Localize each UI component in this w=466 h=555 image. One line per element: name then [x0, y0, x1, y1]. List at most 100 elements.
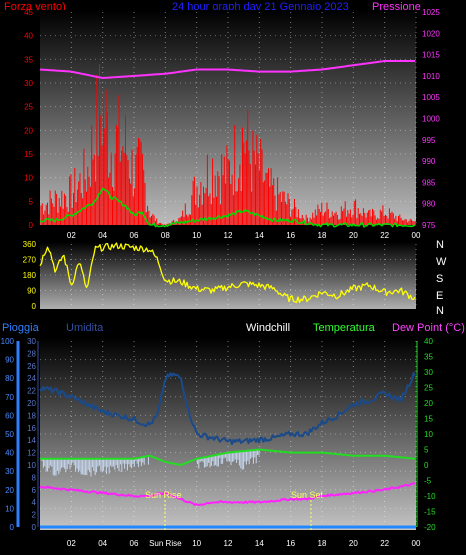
climate-xtick-label: 02 [67, 539, 76, 548]
climate-xtick-label: 10 [192, 539, 201, 548]
humidity-ytick-label: 24 [27, 374, 36, 383]
pressure-ytick-label: 1005 [422, 93, 440, 102]
climate-xtick-label: Sun Rise [149, 539, 182, 548]
temperature-line [40, 448, 416, 466]
wind-xtick-label: 20 [349, 231, 358, 240]
temperature-label: Temperatura [313, 322, 376, 334]
pressure-ytick-label: 1015 [422, 51, 440, 60]
temp-ytick-label: 40 [424, 337, 433, 346]
temp-ytick-label: -15 [424, 508, 436, 517]
wind-ytick-label: 45 [24, 8, 33, 17]
wind-direction-line [39, 242, 416, 304]
sunrise-label: Sun Rise [145, 490, 182, 500]
climate-xtick-label: 14 [255, 539, 264, 548]
wind-xtick-label: 06 [130, 231, 139, 240]
direction-ytick-label: 90 [27, 287, 36, 296]
direction-panel-background [40, 242, 416, 309]
climate-xtick-label: 00 [412, 539, 421, 548]
rain-ytick-label: 10 [5, 504, 14, 513]
rain-ytick-label: 90 [5, 356, 14, 365]
temp-ytick-label: 0 [424, 461, 429, 470]
pressure-ytick-label: 1025 [422, 8, 440, 17]
humidity-ytick-label: 20 [27, 399, 36, 408]
pressure-ytick-label: 990 [422, 157, 436, 166]
wind-ytick-label: 25 [24, 103, 33, 112]
wind-ytick-label: 35 [24, 55, 33, 64]
temp-ytick-label: -20 [424, 523, 436, 532]
temp-ytick-label: 35 [424, 353, 433, 362]
humidity-ytick-label: 4 [32, 498, 37, 507]
compass-s: S [436, 273, 443, 285]
climate-xtick-label: 06 [130, 539, 139, 548]
wind-xtick-label: 10 [192, 231, 201, 240]
rain-axis-title: Pioggia [2, 322, 40, 334]
wind-ytick-label: 40 [24, 32, 33, 41]
humidity-ytick-label: 18 [27, 411, 36, 420]
humidity-ytick-label: 26 [27, 362, 36, 371]
wind-ytick-label: 20 [24, 126, 33, 135]
wind-xtick-label: 22 [380, 231, 389, 240]
wind-xtick-label: 00 [412, 231, 421, 240]
sunset-label: Sun Set [291, 490, 324, 500]
temp-ytick-label: 5 [424, 446, 429, 455]
rain-ytick-label: 50 [5, 430, 14, 439]
pressure-ytick-label: 1000 [422, 115, 440, 124]
compass-w: W [436, 256, 447, 268]
humidity-ytick-label: 16 [27, 424, 36, 433]
wind-xtick-label: 08 [161, 231, 170, 240]
climate-xtick-label: 16 [286, 539, 295, 548]
direction-ytick-label: 0 [32, 302, 37, 311]
wind-xtick-label: 12 [224, 231, 233, 240]
compass-e: E [436, 290, 443, 302]
humidity-ytick-label: 0 [32, 523, 37, 532]
temp-ytick-label: 15 [424, 415, 433, 424]
temp-ytick-label: 20 [424, 399, 433, 408]
pressure-ytick-label: 1020 [422, 29, 440, 38]
wind-xtick-label: 18 [318, 231, 327, 240]
wind-ytick-label: 0 [29, 221, 34, 230]
humidity-axis-title: Umidita [66, 322, 104, 334]
pressure-ytick-label: 985 [422, 178, 436, 187]
humidity-ytick-label: 8 [32, 473, 37, 482]
climate-xtick-label: 04 [98, 539, 107, 548]
humidity-ytick-label: 30 [27, 337, 36, 346]
climate-xtick-label: 22 [380, 539, 389, 548]
wind-xtick-label: 14 [255, 231, 264, 240]
temp-ytick-label: -5 [424, 477, 432, 486]
temp-ytick-label: -10 [424, 492, 436, 501]
series-lines [39, 60, 416, 529]
wind-xtick-label: 16 [286, 231, 295, 240]
direction-ytick-label: 360 [23, 240, 37, 249]
humidity-ytick-label: 10 [27, 461, 36, 470]
wind-ytick-label: 30 [24, 79, 33, 88]
rain-ytick-label: 100 [1, 337, 15, 346]
humidity-ytick-label: 2 [32, 511, 37, 520]
windchill-label: Windchill [246, 322, 290, 334]
rain-ytick-label: 80 [5, 374, 14, 383]
compass-n-bottom: N [436, 305, 444, 317]
wind-ytick-label: 10 [24, 174, 33, 183]
temp-ytick-label: 10 [424, 430, 433, 439]
rain-ytick-label: 60 [5, 411, 14, 420]
temp-ytick-label: 30 [424, 368, 433, 377]
pressure-ytick-label: 980 [422, 200, 436, 209]
humidity-ytick-label: 12 [27, 449, 36, 458]
climate-xtick-label: 20 [349, 539, 358, 548]
wind-xtick-label: 04 [98, 231, 107, 240]
direction-ytick-label: 180 [23, 271, 37, 280]
dewpoint-line [39, 482, 416, 506]
humidity-ytick-label: 22 [27, 387, 36, 396]
humidity-line [39, 372, 416, 446]
wind-xtick-label: 02 [67, 231, 76, 240]
pressure-ytick-label: 1010 [422, 72, 440, 81]
climate-panel-background [40, 338, 416, 530]
rain-ytick-label: 70 [5, 393, 14, 402]
rain-ytick-label: 40 [5, 449, 14, 458]
humidity-ytick-label: 28 [27, 349, 36, 358]
direction-ytick-label: 270 [23, 256, 37, 265]
dewpoint-label: Dew Point (°C) [392, 322, 465, 334]
wind-ytick-label: 5 [29, 197, 34, 206]
wind-ytick-label: 15 [24, 150, 33, 159]
rain-ytick-label: 30 [5, 467, 14, 476]
